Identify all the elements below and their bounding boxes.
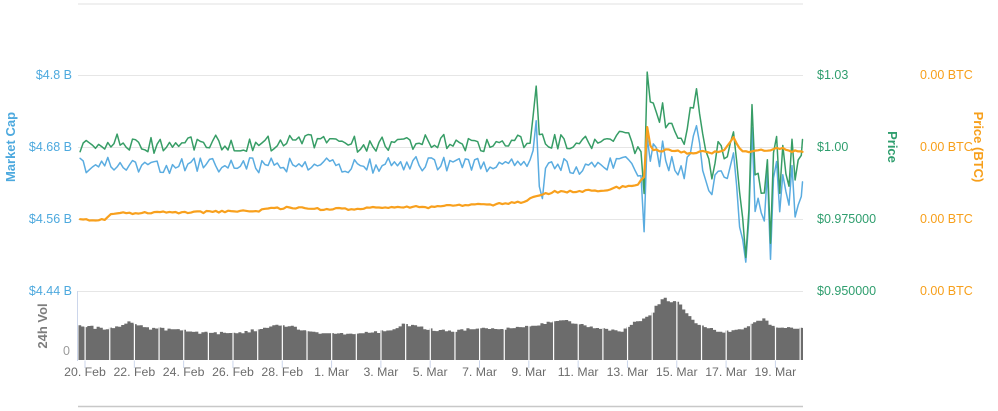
volume-day-separator <box>158 292 160 360</box>
price-tick-label: $0.975000 <box>817 212 877 226</box>
volume-day-separator <box>207 292 209 360</box>
x-axis-label: 1. Mar <box>314 365 349 379</box>
x-axis-label: 17. Mar <box>705 365 747 379</box>
volume-day-separator <box>429 292 431 360</box>
volume-day-separator <box>503 292 505 360</box>
volume-day-separator <box>799 292 801 360</box>
market-cap-tick-label: $4.56 B <box>28 212 72 226</box>
volume-day-separator <box>651 292 653 360</box>
x-axis-label: 24. Feb <box>162 365 205 379</box>
volume-zero-label: 0 <box>63 344 70 358</box>
volume-day-separator <box>133 292 136 360</box>
market-cap-tick-label: $4.44 B <box>28 284 72 298</box>
volume-day-separator <box>700 292 703 360</box>
price-btc-tick-label: 0.00 BTC <box>920 284 973 298</box>
volume-day-separator <box>232 292 234 360</box>
price-btc-tick-label: 0.00 BTC <box>920 68 973 82</box>
price-btc-tick-label: 0.00 BTC <box>920 212 973 226</box>
volume-day-separator <box>552 292 555 360</box>
volume-day-separator <box>626 292 629 360</box>
volume-day-separator <box>676 292 678 360</box>
x-axis-label: 15. Mar <box>655 365 698 379</box>
volume-day-separator <box>725 292 727 360</box>
volume-bars <box>78 297 803 360</box>
price-btc-tick-label: 0.00 BTC <box>920 140 973 154</box>
price-tick-label: $0.950000 <box>817 284 877 298</box>
volume-day-separator <box>577 292 579 360</box>
x-axis-label: 19. Mar <box>754 365 797 379</box>
volume-day-separator <box>257 292 259 360</box>
volume-day-separator <box>602 292 604 360</box>
volume-day-separator <box>380 292 382 360</box>
x-axis-label: 13. Mar <box>606 365 649 379</box>
volume-day-separator <box>84 292 86 360</box>
x-axis-label: 28. Feb <box>261 365 304 379</box>
x-axis-label: 5. Mar <box>412 365 448 379</box>
market-cap-tick-label: $4.68 B <box>28 140 72 154</box>
x-axis-label: 22. Feb <box>113 365 156 379</box>
market-cap-tick-label: $4.8 B <box>35 68 72 82</box>
volume-day-separator <box>306 292 308 360</box>
x-axis-label: 3. Mar <box>363 365 399 379</box>
volume-day-separator <box>528 292 530 360</box>
x-axis-label: 20. Feb <box>64 365 106 379</box>
x-axis-label: 9. Mar <box>511 365 547 379</box>
x-axis-label: 7. Mar <box>462 365 497 379</box>
volume-day-separator <box>281 292 283 360</box>
price-axis-title: Price <box>885 131 900 163</box>
series-line-price-btc- <box>78 125 804 222</box>
price-tick-label: $1.03 <box>817 68 849 82</box>
volume-day-separator <box>454 292 456 360</box>
x-axis-label: 26. Feb <box>212 365 254 379</box>
series-line-price <box>79 71 804 259</box>
volume-day-separator <box>183 292 185 360</box>
x-axis-label: 11. Mar <box>557 365 599 379</box>
volume-day-separator <box>331 292 333 360</box>
series-line-market-cap <box>79 119 804 263</box>
price-tick-label: $1.00 <box>817 140 849 154</box>
volume-day-separator <box>479 292 481 360</box>
volume-day-separator <box>355 292 357 360</box>
volume-day-separator <box>405 292 407 360</box>
volume-day-separator <box>750 292 752 360</box>
volume-day-separator <box>109 292 111 360</box>
volume-day-separator <box>774 292 777 360</box>
